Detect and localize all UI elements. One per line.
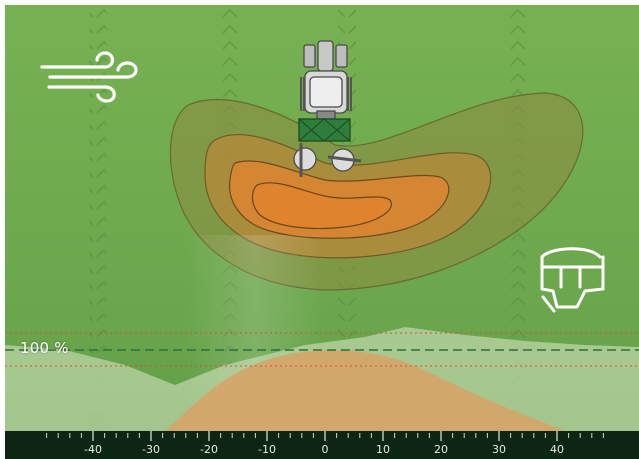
spinner-disc-left [293, 143, 317, 177]
ruler-tick-label: -10 [258, 443, 276, 456]
profile-fill [165, 350, 565, 431]
spinner-disc-right [327, 148, 362, 172]
spread-pattern-contours [169, 92, 584, 291]
ruler-tick-label: 40 [550, 443, 564, 456]
reference-percent-label: 100 % [20, 339, 69, 357]
ruler-tick-label: -20 [200, 443, 218, 456]
ruler-tick-label: -30 [142, 443, 160, 456]
ruler-ticks [46, 431, 604, 441]
spread-pattern-scene [5, 5, 639, 459]
fertilizer-spreader-icon [540, 247, 605, 313]
ruler-tick-label: 0 [321, 443, 329, 456]
ruler-tick-label: 20 [434, 443, 448, 456]
spread-contour-peak [251, 182, 392, 230]
tractor-icon [293, 40, 362, 177]
ruler-tick-label: -40 [84, 443, 102, 456]
spreader-hopper [298, 118, 351, 142]
ruler-tick-label: 10 [376, 443, 390, 456]
spread-pattern-view: 100 % -40 -30 -20 -10 0 10 20 30 40 [5, 5, 639, 459]
ruler-tick-label: 30 [492, 443, 506, 456]
wheel-track [89, 5, 107, 431]
wind-icon [40, 51, 138, 103]
distance-ruler: -40 -30 -20 -10 0 10 20 30 40 [5, 431, 639, 459]
distribution-profile [5, 327, 639, 431]
